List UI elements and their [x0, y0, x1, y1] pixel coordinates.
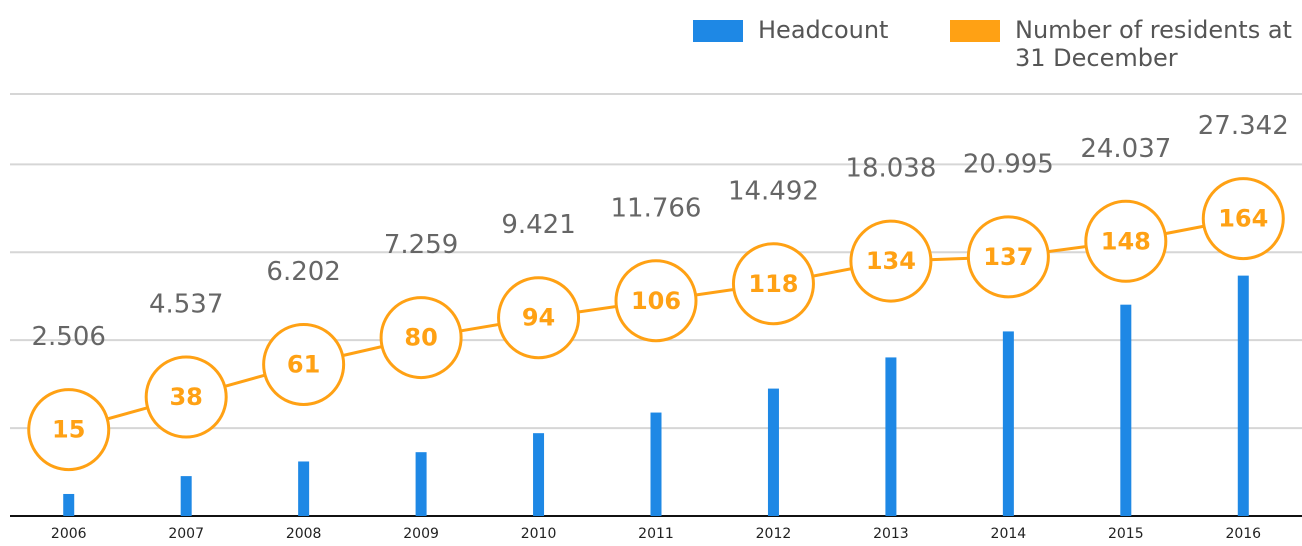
point — [1084, 199, 1168, 283]
x-tick-label: 2007 — [168, 526, 204, 542]
data-label: 80 — [404, 324, 437, 352]
point — [497, 276, 581, 360]
data-label: 9.421 — [501, 210, 575, 240]
bar — [767, 388, 779, 516]
bar — [298, 461, 310, 516]
data-label: 20.995 — [963, 149, 1054, 179]
data-label: 118 — [748, 270, 798, 298]
data-label: 6.202 — [266, 257, 340, 287]
point — [731, 242, 815, 326]
x-tick-label: 2009 — [403, 526, 439, 542]
point — [27, 388, 111, 472]
point — [849, 219, 933, 303]
x-tick-label: 2011 — [638, 526, 674, 542]
bar — [63, 493, 75, 516]
data-label: 27.342 — [1198, 111, 1289, 141]
legend-swatch — [950, 20, 1000, 42]
legend-label: Headcount — [758, 16, 889, 44]
x-tick-label: 2006 — [51, 526, 87, 542]
bar — [415, 452, 427, 516]
bar — [650, 412, 662, 516]
data-label: 14.492 — [728, 176, 819, 206]
data-label: 18.038 — [845, 154, 936, 184]
x-tick-label: 2008 — [286, 526, 322, 542]
data-label: 137 — [983, 243, 1033, 271]
x-tick-label: 2015 — [1108, 526, 1144, 542]
x-tick-label: 2014 — [991, 526, 1027, 542]
data-label: 61 — [287, 350, 320, 378]
x-tick-label: 2010 — [521, 526, 557, 542]
bar — [1120, 304, 1132, 516]
bar — [1237, 275, 1249, 516]
data-label: 106 — [631, 287, 681, 315]
data-label: 134 — [866, 247, 916, 275]
point — [966, 215, 1050, 299]
bar — [885, 357, 897, 516]
point — [144, 355, 228, 439]
point — [614, 259, 698, 343]
data-label: 11.766 — [611, 193, 702, 223]
legend-swatch — [693, 20, 743, 42]
data-label: 7.259 — [384, 230, 458, 260]
data-label: 94 — [522, 304, 555, 332]
data-label: 15 — [52, 416, 85, 444]
data-label: 38 — [169, 383, 202, 411]
data-label: 2.506 — [32, 322, 106, 352]
x-tick-label: 2013 — [873, 526, 909, 542]
bar — [1002, 331, 1014, 516]
bar — [533, 433, 545, 516]
x-tick-label: 2012 — [756, 526, 792, 542]
data-label: 164 — [1218, 205, 1268, 233]
x-tick-label: 2016 — [1225, 526, 1261, 542]
data-label: 148 — [1101, 227, 1151, 255]
point — [1201, 177, 1285, 261]
data-label: 4.537 — [149, 290, 223, 320]
point — [379, 296, 463, 380]
data-label: 24.037 — [1080, 134, 1171, 164]
legend-label: Number of residents at 31 December — [1015, 16, 1292, 72]
point — [262, 322, 346, 406]
bar — [180, 476, 192, 516]
